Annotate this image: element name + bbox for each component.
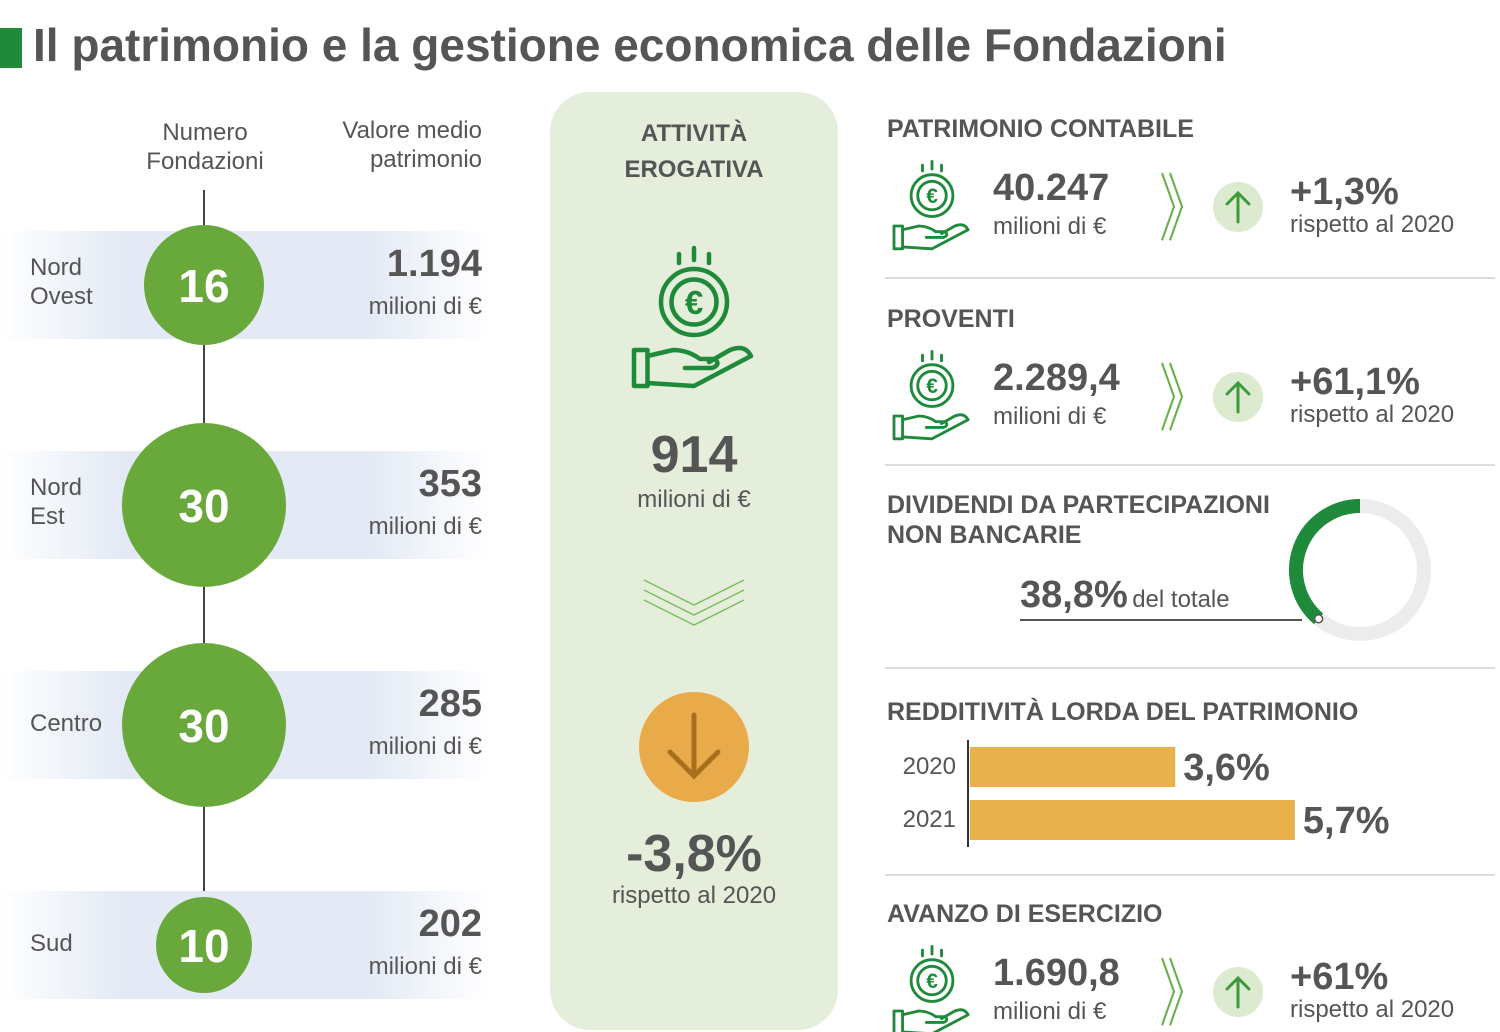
region-unit: milioni di €	[368, 953, 482, 980]
section-title: PATRIMONIO CONTABILE	[887, 115, 1194, 143]
center-panel	[550, 92, 838, 1030]
coin-icon	[892, 349, 970, 441]
section-title: REDDITIVITÀ LORDA DEL PATRIMONIO	[887, 698, 1359, 726]
chevron	[1160, 171, 1184, 242]
section-title: PROVENTI	[887, 305, 1015, 333]
section-title: AVANZO DI ESERCIZIO	[887, 900, 1163, 928]
header: Valore medio patrimonio	[342, 117, 482, 173]
region-unit: milioni di €	[368, 733, 482, 760]
chevrons	[643, 579, 745, 626]
down-arrow	[667, 712, 721, 780]
up-arrow	[1211, 370, 1265, 424]
region-unit: milioni di €	[368, 513, 482, 540]
region-count: 30	[178, 480, 230, 532]
donut-arc	[1289, 499, 1361, 625]
up-arrow	[1211, 180, 1265, 234]
header: Numero Fondazioni	[146, 119, 264, 175]
chevron	[1160, 361, 1184, 432]
up-arrow	[1211, 965, 1265, 1019]
stat-value: 40.247	[993, 167, 1110, 209]
region-count: 30	[178, 700, 230, 752]
panel-title: ATTIVITÀ EROGATIVA	[624, 120, 764, 183]
region-value: 202	[418, 903, 482, 945]
bar-label: 5,7%	[1302, 800, 1390, 842]
dividers	[885, 277, 1495, 876]
stat-change: +1,3%	[1290, 171, 1399, 213]
region-count: 10	[178, 920, 230, 972]
donut-marker	[1313, 614, 1324, 624]
stat-change: +61,1%	[1290, 361, 1420, 403]
stat-note: rispetto al 2020	[1290, 401, 1455, 428]
chevron	[1160, 956, 1184, 1027]
bar	[970, 800, 1295, 840]
stat-note: rispetto al 2020	[1290, 211, 1455, 238]
bar-year: 2020	[902, 753, 956, 780]
region-value: 285	[418, 683, 482, 725]
region-value: 1.194	[386, 243, 482, 285]
title: Il patrimonio e la gestione economica de…	[33, 19, 1227, 71]
stat-note: rispetto al 2020	[1290, 996, 1455, 1023]
panel-unit: milioni di €	[637, 486, 751, 513]
region-name: Centro	[30, 710, 103, 737]
panel-value: 914	[650, 426, 738, 484]
region-circle	[122, 423, 286, 587]
bar-label: 3,6%	[1183, 747, 1270, 789]
panel-note: rispetto al 2020	[611, 882, 777, 909]
stat-value: 1.690,8	[993, 952, 1120, 994]
region-name: Sud	[30, 930, 73, 957]
coin-icon	[892, 944, 970, 1032]
bar	[970, 747, 1176, 787]
panel-change: -3,8%	[626, 825, 762, 883]
coin-icon	[892, 159, 970, 251]
dividend-note: del totale	[1132, 586, 1230, 613]
stat-unit: milioni di €	[993, 998, 1107, 1025]
stat-unit: milioni di €	[993, 213, 1107, 240]
region-name: Nord Ovest	[30, 254, 93, 310]
dividend-label: 38,8% del totale	[1020, 574, 1302, 621]
stat-change: +61%	[1290, 956, 1389, 998]
stat-value: 2.289,4	[993, 357, 1120, 399]
region-name: Nord Est	[30, 474, 83, 530]
title-marker	[0, 28, 22, 68]
region-unit: milioni di €	[368, 293, 482, 320]
region-circle	[144, 225, 264, 345]
region-circle	[156, 897, 252, 993]
stat-unit: milioni di €	[993, 403, 1107, 430]
bar-year: 2021	[902, 806, 956, 833]
section-title: DIVIDENDI DA PARTECIPAZIONI NON BANCARIE	[887, 491, 1270, 549]
dividend-value: 38,8%	[1020, 574, 1128, 616]
region-circle	[122, 643, 286, 807]
region-value: 353	[418, 463, 482, 505]
region-count: 16	[178, 260, 230, 312]
